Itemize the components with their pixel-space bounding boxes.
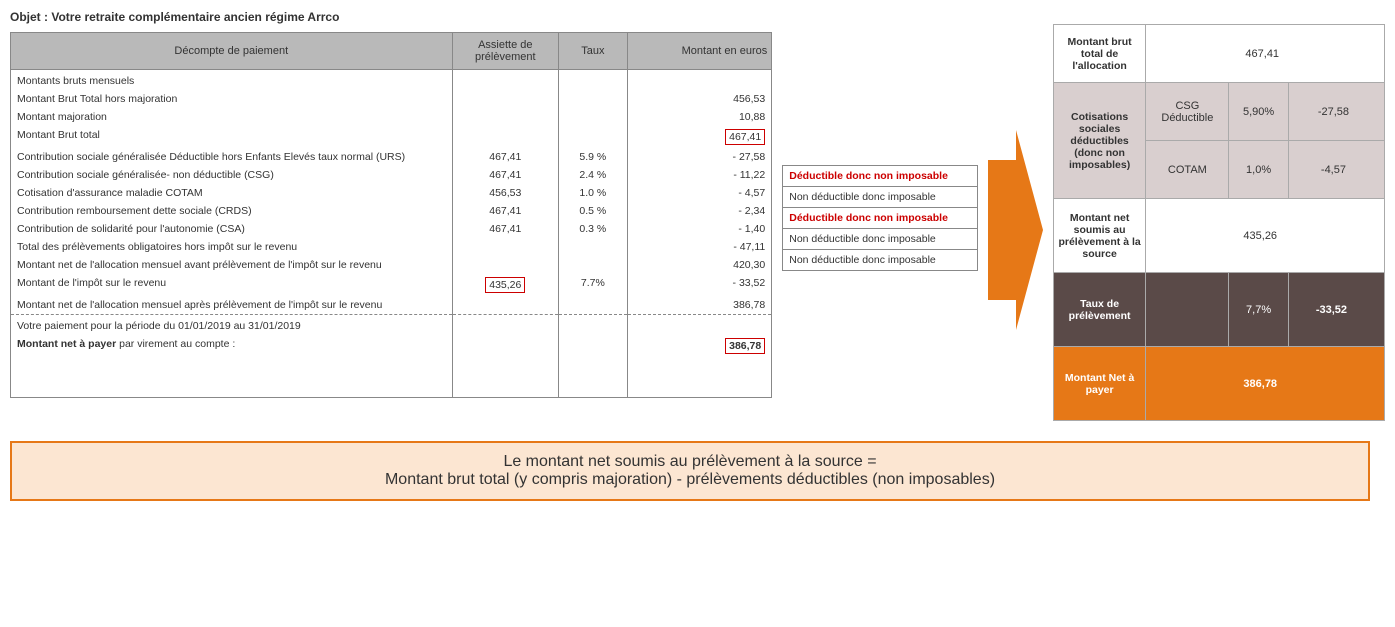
table-row: Cotisation d'assurance maladie COTAM456,… [11, 184, 772, 202]
summary-row: Cotisations sociales déductibles (donc n… [1053, 83, 1384, 141]
table-row: Votre paiement pour la période du 01/01/… [11, 315, 772, 336]
table-row: Montant Brut total467,41 [11, 126, 772, 148]
table-row: Contribution de solidarité pour l'autono… [11, 220, 772, 238]
table-row: Montant net de l'allocation mensuel avan… [11, 256, 772, 274]
summary-row: Montant brut total de l'allocation 467,4… [1053, 25, 1384, 83]
annotation-item: Non déductible donc imposable [783, 250, 976, 270]
highlighted-value: 467,41 [725, 129, 765, 145]
doc-title: Objet : Votre retraite complémentaire an… [10, 10, 772, 24]
th-montant: Montant en euros [627, 33, 772, 70]
table-row: Total des prélèvements obligatoires hors… [11, 238, 772, 256]
table-row: Montant majoration10,88 [11, 108, 772, 126]
payment-table: Décompte de paiement Assiette de prélève… [10, 32, 772, 398]
table-row: Montant Brut Total hors majoration456,53 [11, 90, 772, 108]
table-row: Contribution remboursement dette sociale… [11, 202, 772, 220]
th-decompte: Décompte de paiement [11, 33, 453, 70]
annotation-item: Non déductible donc imposable [783, 187, 976, 208]
th-taux: Taux [559, 33, 628, 70]
annotation-item: Non déductible donc imposable [783, 229, 976, 250]
formula-line-1: Le montant net soumis au prélèvement à l… [32, 453, 1348, 471]
highlighted-value: 386,78 [725, 338, 765, 354]
table-row: Montant de l'impôt sur le revenu435,267.… [11, 274, 772, 296]
summary-table: Montant brut total de l'allocation 467,4… [1053, 24, 1385, 421]
table-row: Montants bruts mensuels [11, 70, 772, 91]
annotation-list: Déductible donc non imposable Non déduct… [782, 165, 977, 271]
annotation-item: Déductible donc non imposable [783, 166, 976, 187]
highlighted-value: 435,26 [485, 277, 525, 293]
table-row: Montant net à payer par virement au comp… [11, 335, 772, 357]
formula-box: Le montant net soumis au prélèvement à l… [10, 441, 1370, 501]
th-assiette: Assiette de prélèvement [452, 33, 559, 70]
arrow-icon [988, 130, 1043, 330]
table-row: Contribution sociale généralisée- non dé… [11, 166, 772, 184]
payment-statement-block: Objet : Votre retraite complémentaire an… [10, 10, 772, 398]
summary-row: Montant net soumis au prélèvement à la s… [1053, 199, 1384, 273]
formula-line-2: Montant brut total (y compris majoration… [32, 471, 1348, 489]
summary-row: Taux de prélèvement 7,7% -33,52 [1053, 273, 1384, 347]
table-row: Contribution sociale généralisée Déducti… [11, 148, 772, 166]
annotation-item: Déductible donc non imposable [783, 208, 976, 229]
table-row: Montant net de l'allocation mensuel aprè… [11, 296, 772, 315]
summary-row: Montant Net à payer 386,78 [1053, 347, 1384, 421]
